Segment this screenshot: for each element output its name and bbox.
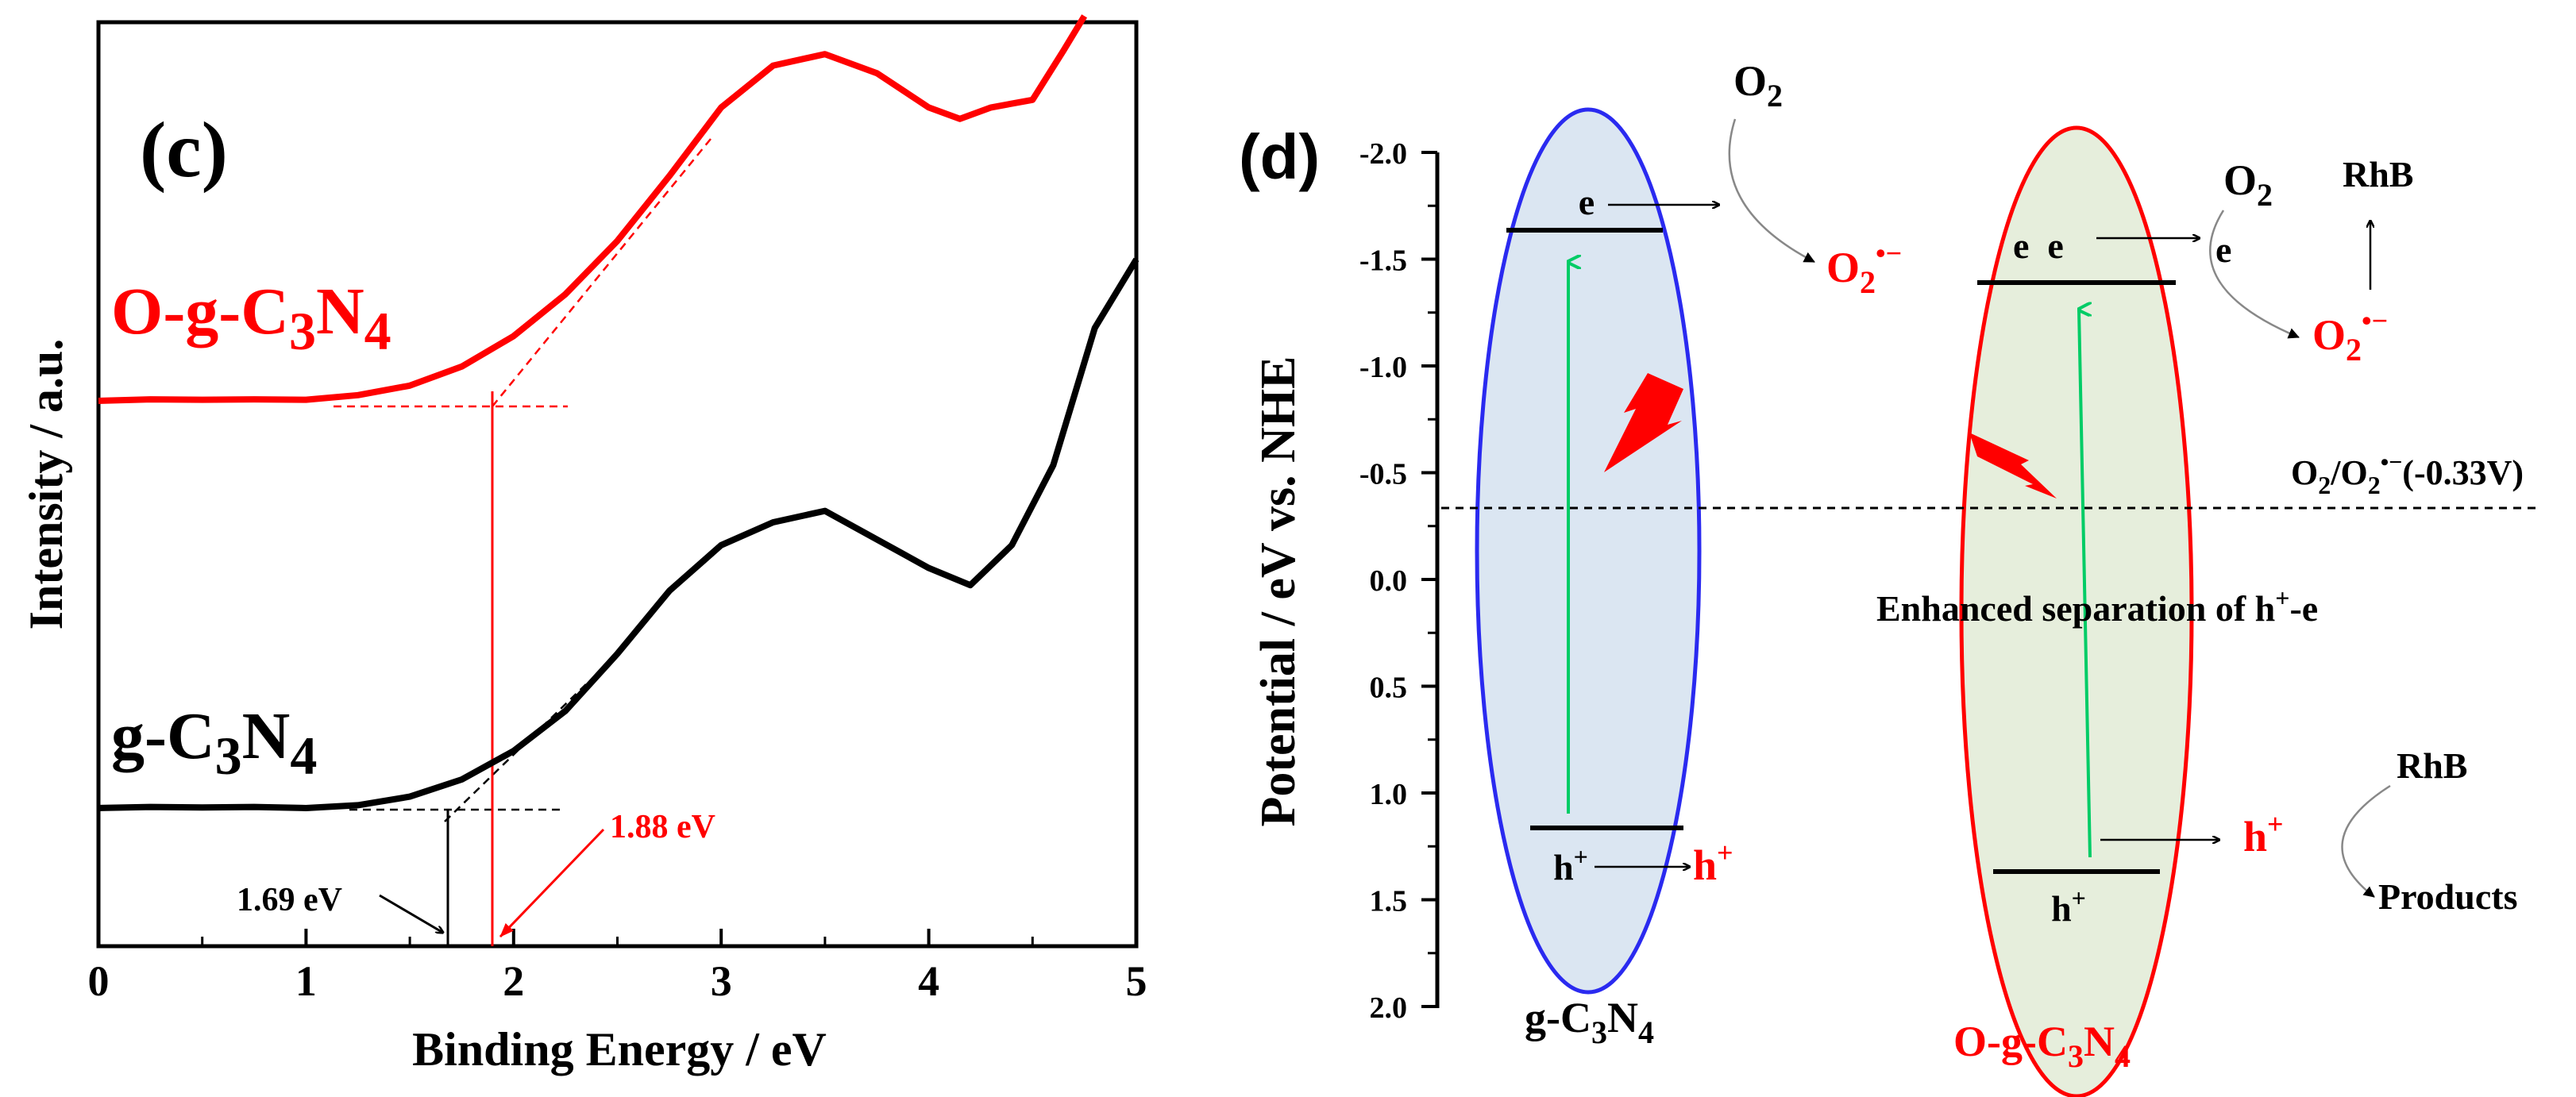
edge-label-g: 1.69 eV (237, 882, 342, 918)
panel-c: 0 1 2 3 4 5 (c) O-g-C3N4 g-C3N4 1.88 eV 1.69 … (20, 14, 1147, 1076)
edge-label-o: 1.88 eV (610, 809, 715, 845)
potential-tick-label: 2.0 (1370, 991, 1408, 1025)
products-label: Products (2378, 876, 2518, 917)
o2-label-top-left: O2 (1733, 57, 1783, 114)
electron-pair-label-right: e e (2013, 225, 2064, 266)
rhb-oxidation-curve-bottom (2341, 784, 2391, 898)
x-tick-label: 1 (295, 957, 317, 1005)
potential-tick-label: 1.0 (1370, 778, 1408, 811)
superoxide-label-left: O2•− (1826, 237, 1902, 300)
potential-tick-label: 0.5 (1370, 672, 1408, 705)
x-tick-label: 0 (88, 957, 110, 1005)
x-axis-title: Binding Energy / eV (412, 1023, 827, 1076)
series-g-c3n4-line (98, 257, 1140, 811)
potential-tick-label: 1.5 (1370, 885, 1408, 918)
panel-c-label: (c) (140, 106, 228, 194)
excitation-arrow-o-g-c3n4 (2079, 310, 2090, 858)
potential-axis-ticks: -2.0 -1.5 -1.0 -0.5 0.0 0.5 1.0 1.5 2.0 (1359, 137, 1437, 1025)
hole-out-label-right: h+ (2243, 808, 2284, 860)
band-ellipse-o-g-c3n4 (1959, 125, 2194, 1097)
electron-out-label-right: e (2215, 229, 2231, 270)
rhb-label-top: RhB (2343, 154, 2413, 194)
band-ellipse-g-c3n4 (1475, 107, 1702, 995)
edge-arrow-g (379, 894, 443, 933)
series-o-g-c3n4-line (98, 14, 1088, 404)
panel-d: (d) Potential / eV vs. NHE -2.0-1.5-1.0-… (1239, 57, 2541, 1097)
light-bolt-right-icon (1969, 433, 2057, 498)
potential-tick-label: 0.0 (1370, 564, 1408, 598)
electron-label-left: e (1579, 182, 1595, 222)
o2-reduction-curve-left (1728, 118, 1815, 264)
hole-label-left: h+ (1553, 842, 1588, 887)
x-axis-ticks: 0 1 2 3 4 5 (88, 929, 1147, 1005)
hole-label-right: h+ (2051, 883, 2086, 929)
enhanced-separation-label: Enhanced separation of h+-e (1876, 583, 2318, 629)
light-bolt-left-icon (1604, 373, 1683, 472)
redox-potential-label: O2/O2•−(-0.33V) (2291, 449, 2524, 499)
o2-reduction-curve-right (2209, 210, 2300, 339)
material-label-o-g-c3n4: O-g-C3N4 (1953, 1018, 2131, 1074)
hole-out-label-left: h+ (1693, 837, 1733, 889)
potential-tick-label: -2.0 (1359, 137, 1407, 171)
y-axis-title: Intensity / a.u. (20, 339, 72, 630)
superoxide-label-right: O2•− (2312, 305, 2388, 368)
series-label-o-g-c3n4: O-g-C3N4 (111, 275, 391, 361)
x-tick-label: 3 (711, 957, 732, 1005)
potential-tick-label: -0.5 (1359, 458, 1407, 491)
x-tick-label: 2 (503, 957, 524, 1005)
panel-d-label: (d) (1239, 121, 1320, 192)
x-tick-label: 4 (918, 957, 939, 1005)
edge-arrow-o (499, 828, 605, 938)
material-label-g-c3n4: g-C3N4 (1525, 994, 1654, 1050)
potential-tick-label: -1.5 (1359, 244, 1407, 278)
rhb-label-bottom: RhB (2397, 745, 2467, 786)
potential-tick-label: -1.0 (1359, 351, 1407, 384)
o-tangent-dash (492, 138, 711, 407)
o2-label-top-right: O2 (2223, 156, 2273, 213)
y-axis-title-potential: Potential / eV vs. NHE (1251, 356, 1305, 827)
x-tick-label: 5 (1126, 957, 1147, 1005)
series-label-g-c3n4: g-C3N4 (111, 699, 317, 786)
